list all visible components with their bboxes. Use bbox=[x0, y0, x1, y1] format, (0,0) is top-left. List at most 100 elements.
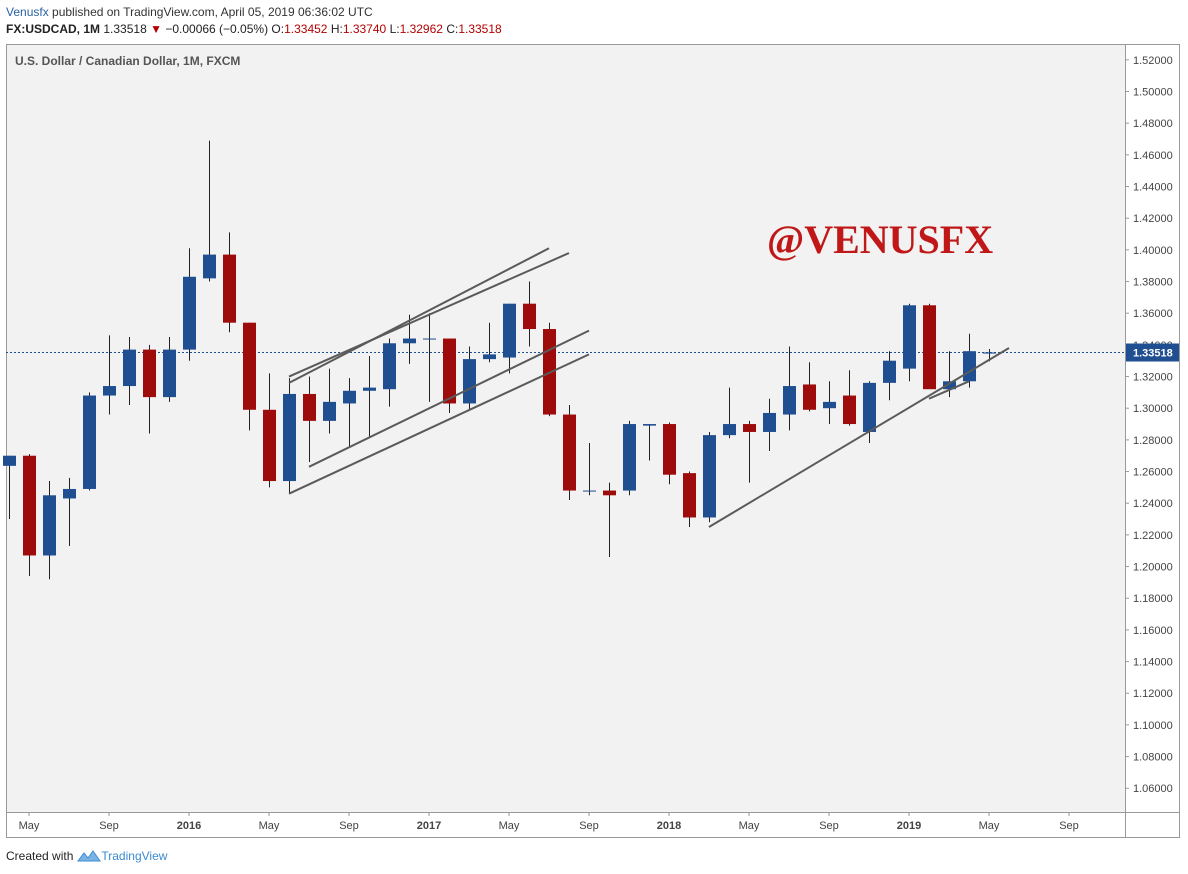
trendline bbox=[288, 247, 550, 384]
candle-down bbox=[223, 254, 236, 323]
candle-up bbox=[483, 354, 496, 360]
tradingview-brand: TradingView bbox=[101, 849, 168, 863]
candle-up bbox=[983, 352, 996, 354]
candle-up bbox=[103, 386, 116, 396]
candle-up bbox=[3, 455, 16, 466]
chart-frame bbox=[6, 44, 1180, 838]
trendline bbox=[708, 347, 1010, 528]
x-tick-label: May bbox=[739, 820, 760, 832]
x-tick-label: May bbox=[259, 820, 280, 832]
candle-up bbox=[63, 488, 76, 499]
candle-down bbox=[603, 490, 616, 496]
candle-up bbox=[943, 381, 956, 390]
y-tick-label: 1.48000 bbox=[1133, 118, 1173, 130]
tradingview-logo[interactable]: TradingView bbox=[77, 849, 167, 863]
y-tick-label: 1.44000 bbox=[1133, 182, 1173, 194]
footer: Created with TradingView bbox=[6, 849, 167, 863]
candle-up bbox=[163, 349, 176, 398]
candle-up bbox=[623, 424, 636, 491]
y-tick-label: 1.36000 bbox=[1133, 308, 1173, 320]
candle-down bbox=[923, 305, 936, 390]
candle-down bbox=[803, 384, 816, 410]
candle-up bbox=[343, 390, 356, 404]
y-tick-label: 1.24000 bbox=[1133, 498, 1173, 510]
trendline bbox=[928, 380, 970, 400]
candle-up bbox=[403, 338, 416, 344]
low-label: L: bbox=[389, 22, 400, 36]
y-tick-label: 1.32000 bbox=[1133, 372, 1173, 384]
candle-up bbox=[703, 435, 716, 518]
open-label: O: bbox=[271, 22, 285, 36]
y-tick-label: 1.40000 bbox=[1133, 245, 1173, 257]
candle-up bbox=[463, 359, 476, 404]
chart-title: U.S. Dollar / Canadian Dollar, 1M, FXCM bbox=[15, 54, 241, 68]
close-value: 1.33518 bbox=[458, 22, 502, 36]
candle-up bbox=[643, 424, 656, 426]
high-label: H: bbox=[330, 22, 343, 36]
candle-up bbox=[203, 254, 216, 279]
candle-up bbox=[123, 349, 136, 387]
candle-down bbox=[23, 455, 36, 556]
y-tick-label: 1.16000 bbox=[1133, 625, 1173, 637]
y-tick-label: 1.22000 bbox=[1133, 530, 1173, 542]
candle-up bbox=[863, 382, 876, 432]
x-tick-label: 2018 bbox=[657, 820, 681, 832]
candle-down bbox=[563, 414, 576, 491]
close-label: C: bbox=[446, 22, 459, 36]
candle-up bbox=[323, 401, 336, 421]
y-tick-label: 1.52000 bbox=[1133, 55, 1173, 67]
candle-down bbox=[303, 393, 316, 421]
candle-down bbox=[143, 349, 156, 398]
y-tick-label: 1.38000 bbox=[1133, 277, 1173, 289]
candle-down bbox=[843, 395, 856, 425]
tradingview-logo-icon bbox=[77, 850, 102, 862]
last-price-tag-label: 1.33518 bbox=[1133, 347, 1173, 359]
y-tick-label: 1.30000 bbox=[1133, 403, 1173, 415]
symbol-label: FX:USDCAD, 1M bbox=[6, 22, 101, 36]
y-tick-label: 1.06000 bbox=[1133, 783, 1173, 795]
candle-up bbox=[883, 360, 896, 383]
y-tick-label: 1.10000 bbox=[1133, 720, 1173, 732]
x-tick-label: Sep bbox=[99, 820, 119, 832]
y-tick-label: 1.42000 bbox=[1133, 213, 1173, 225]
y-tick-label: 1.14000 bbox=[1133, 657, 1173, 669]
change-value: −0.00066 (−0.05%) bbox=[165, 22, 269, 36]
x-tick-label: Sep bbox=[579, 820, 599, 832]
last-price-tag bbox=[1126, 343, 1179, 362]
x-tick-label: Sep bbox=[819, 820, 839, 832]
candle-down bbox=[263, 409, 276, 482]
candle-up bbox=[723, 424, 736, 436]
down-arrow-icon: ▼ bbox=[150, 22, 162, 36]
published-text: published on TradingView.com, April 05, … bbox=[48, 5, 373, 19]
candle-down bbox=[523, 303, 536, 330]
candle-up bbox=[383, 343, 396, 390]
candle-down bbox=[243, 322, 256, 410]
candle-down bbox=[743, 424, 756, 432]
candle-up bbox=[83, 395, 96, 489]
x-tick-label: Sep bbox=[1059, 820, 1079, 832]
x-tick-label: 2019 bbox=[897, 820, 921, 832]
candle-up bbox=[423, 338, 436, 340]
publish-info: Venusfx published on TradingView.com, Ap… bbox=[6, 5, 373, 19]
candle-up bbox=[823, 401, 836, 409]
trendline bbox=[288, 252, 570, 378]
y-tick-label: 1.18000 bbox=[1133, 593, 1173, 605]
last-price: 1.33518 bbox=[103, 22, 147, 36]
candle-up bbox=[583, 490, 596, 492]
author-name[interactable]: Venusfx bbox=[6, 5, 49, 19]
candle-up bbox=[363, 387, 376, 391]
y-tick-label: 1.50000 bbox=[1133, 87, 1173, 99]
candle-down bbox=[443, 338, 456, 404]
ohlc-legend: FX:USDCAD, 1M 1.33518 ▼ −0.00066 (−0.05%… bbox=[6, 22, 502, 36]
x-tick-label: 2016 bbox=[177, 820, 201, 832]
y-tick-label: 1.46000 bbox=[1133, 150, 1173, 162]
candle-up bbox=[783, 386, 796, 415]
candle-up bbox=[903, 305, 916, 369]
open-value: 1.33452 bbox=[284, 22, 328, 36]
y-tick-label: 1.26000 bbox=[1133, 467, 1173, 479]
x-tick-label: May bbox=[19, 820, 40, 832]
created-with-label: Created with bbox=[6, 849, 74, 863]
y-tick-label: 1.28000 bbox=[1133, 435, 1173, 447]
high-value: 1.33740 bbox=[342, 22, 387, 36]
